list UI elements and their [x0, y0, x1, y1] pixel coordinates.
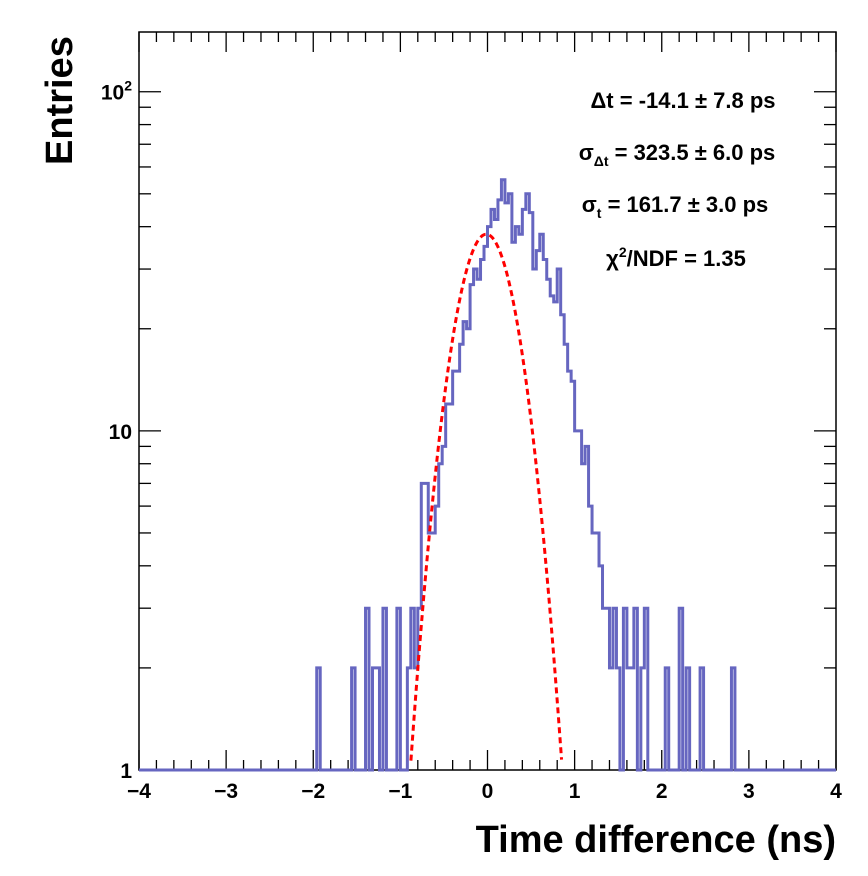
y-tick-label-base: 10 — [101, 82, 124, 105]
x-tick-label: −4 — [127, 780, 151, 803]
x-tick-label: 4 — [830, 780, 842, 803]
histogram-step-line — [139, 178, 836, 772]
stat-sigma-dt-symbol: σ — [579, 140, 594, 165]
stat-sigma-dt-value: = 323.5 ± 6.0 ps — [609, 140, 776, 165]
stat-sigma-t-sub: t — [597, 205, 602, 221]
x-tick-label: 1 — [569, 780, 581, 803]
x-tick-label: 3 — [743, 780, 755, 803]
y-tick-label: 102 — [101, 78, 132, 105]
gaussian-fit-curve — [409, 232, 564, 761]
stat-sigma-t-value: = 161.7 ± 3.0 ps — [601, 192, 768, 217]
stats-box: Δt = -14.1 ± 7.8 ps σΔt = 323.5 ± 6.0 ps… — [579, 88, 776, 271]
stat-sigma-t: σt = 161.7 ± 3.0 ps — [582, 192, 769, 221]
stat-sigma-t-symbol: σ — [582, 192, 597, 217]
stat-chi2-sup: 2 — [619, 244, 627, 260]
y-axis-title: Entries — [39, 36, 81, 165]
x-axis-title: Time difference (ns) — [476, 819, 836, 861]
x-tick-label: −1 — [388, 780, 412, 803]
stat-sigma-dt: σΔt = 323.5 ± 6.0 ps — [579, 140, 776, 169]
stat-delta-t-symbol: Δt — [590, 88, 614, 113]
x-tick-label: 2 — [656, 780, 668, 803]
x-tick-labels: −4 −3 −2 −1 0 1 2 3 4 — [127, 780, 842, 803]
stat-chi2-symbol: χ — [606, 246, 619, 271]
x-tick-label: 0 — [482, 780, 494, 803]
stat-sigma-dt-sub: Δt — [594, 153, 609, 169]
y-tick-label: 10 — [109, 421, 132, 444]
y-tick-label: 1 — [120, 760, 132, 783]
histogram-bars — [139, 178, 836, 772]
stat-delta-t: Δt = -14.1 ± 7.8 ps — [590, 88, 775, 113]
stat-chi2-value: /NDF = 1.35 — [627, 246, 746, 271]
stat-chi2: χ2/NDF = 1.35 — [606, 244, 746, 271]
x-tick-label: −2 — [301, 780, 325, 803]
stat-delta-t-value: = -14.1 ± 7.8 ps — [614, 88, 776, 113]
y-tick-label-exponent: 2 — [124, 78, 132, 94]
x-tick-label: −3 — [214, 780, 238, 803]
fit-curve-group — [409, 232, 564, 761]
